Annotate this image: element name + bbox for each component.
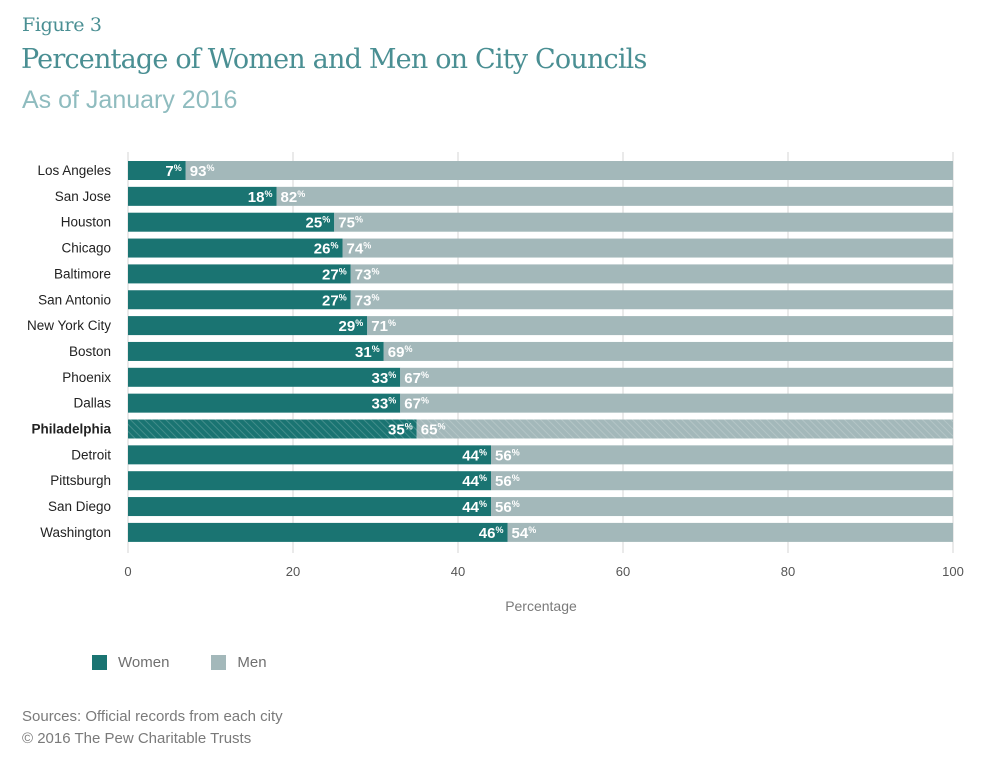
data-label-men: 67% [404,370,429,387]
x-axis-label: Percentage [505,598,577,614]
legend: Women Men [92,654,309,671]
category-labels: Los Angeles San Jose Houston Chicago Baltimo… [27,163,112,540]
data-label-women: 31% [355,344,380,361]
bars: 7% 93%18% 82%25% 75%26% 74%27% 73%27% 73%29% 71… [128,161,953,542]
bar-women [128,393,401,413]
figure-label: Figure 3 [22,14,102,36]
data-label-men: 56% [495,473,520,490]
bar-men [400,367,953,387]
data-label-women: 33% [372,370,397,387]
bar-women [128,522,508,542]
data-label-men: 73% [355,292,380,309]
data-label-men: 73% [355,266,380,283]
bar-women [128,290,351,310]
data-label-men: 56% [495,447,520,464]
x-tick-label: 60 [616,564,630,579]
bar-women [128,161,186,180]
x-tick-label: 80 [781,564,795,579]
x-tick-label: 0 [124,564,131,579]
category-label: Chicago [61,241,111,256]
footer: Sources: Official records from each city… [22,706,283,750]
x-tick-label: 40 [451,564,465,579]
category-label: San Antonio [38,292,111,307]
legend-item-women: Women [92,654,169,671]
data-label-men: 74% [347,241,372,258]
bar-women [128,316,368,336]
data-label-women: 33% [372,396,397,413]
bar-women [128,471,491,491]
stacked-bar-chart: 7% 93%18% 82%25% 75%26% 74%27% 73%27% 73%29% 71… [27,152,964,614]
data-label-women: 44% [462,447,487,464]
legend-item-men: Men [211,654,267,671]
category-label: Washington [40,525,111,540]
category-label: San Jose [55,189,111,204]
data-label-men: 71% [371,318,396,335]
data-label-women: 26% [314,241,339,258]
data-label-women: 25% [306,215,331,232]
data-label-women: 35% [388,422,413,439]
data-label-men: 65% [421,422,446,439]
bar-women [128,212,335,232]
bar-men [350,290,953,310]
bar-men [367,316,953,336]
bar-women [128,367,401,387]
category-label: Phoenix [62,370,111,385]
legend-label-men: Men [237,654,267,671]
legend-swatch-men [211,655,227,670]
category-label: Boston [69,344,111,359]
data-label-men: 93% [190,163,215,180]
data-label-women: 18% [248,189,273,206]
bar-men [491,445,953,465]
bar-men [334,212,953,232]
bar-women [128,238,343,258]
category-label: Los Angeles [37,163,111,178]
data-label-men: 54% [512,525,537,542]
category-label: San Diego [48,499,111,514]
legend-swatch-women [92,655,107,670]
chart-subtitle: As of January 2016 [22,86,238,114]
category-label: Detroit [71,447,111,462]
bar-men [507,522,953,542]
data-label-men: 82% [281,189,306,206]
bar-women [128,186,277,206]
bar-men [185,161,953,180]
bar-men [383,341,953,361]
bar-men [342,238,953,258]
data-label-men: 75% [338,215,363,232]
bar-women [128,341,384,361]
bar-men [350,264,953,284]
source-note: Sources: Official records from each city [22,708,283,725]
data-label-women: 7% [165,163,181,180]
copyright-note: © 2016 The Pew Charitable Trusts [22,730,252,747]
category-label: New York City [27,318,111,333]
bar-women [128,497,491,517]
x-tick-label: 100 [942,564,964,579]
chart-title: Percentage of Women and Men on City Coun… [21,44,647,75]
bar-men [400,393,953,413]
data-label-women: 44% [462,499,487,516]
data-label-women: 27% [322,266,347,283]
bar-men [491,471,953,491]
category-label: Baltimore [54,266,111,281]
data-label-women: 46% [479,525,504,542]
bar-women [128,264,351,284]
x-tick-label: 20 [286,564,300,579]
x-axis-ticks: 0 20 40 60 80 100 [124,564,963,579]
data-label-women: 27% [322,292,347,309]
data-label-men: 56% [495,499,520,516]
data-label-men: 69% [388,344,413,361]
category-label: Philadelphia [31,422,111,437]
data-label-women: 44% [462,473,487,490]
highlight-hatch [128,419,953,439]
category-label: Dallas [73,396,111,411]
bar-men [491,497,953,517]
category-label: Houston [61,215,111,230]
data-label-women: 29% [339,318,364,335]
bar-men [276,186,953,206]
data-label-men: 67% [404,396,429,413]
bar-women [128,445,491,465]
legend-label-women: Women [118,654,170,671]
category-label: Pittsburgh [50,473,111,488]
